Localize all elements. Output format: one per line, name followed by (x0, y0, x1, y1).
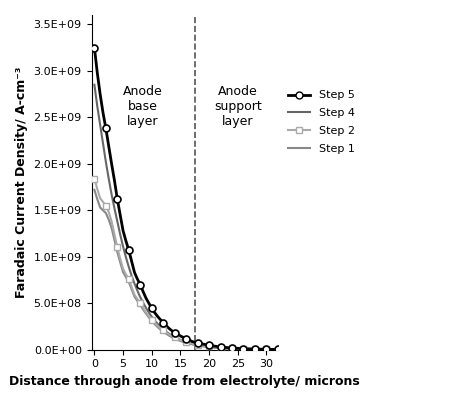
Legend: Step 5, Step 4, Step 2, Step 1: Step 5, Step 4, Step 2, Step 1 (284, 86, 359, 158)
Text: Anode
base
layer: Anode base layer (123, 85, 163, 128)
Text: Anode
support
layer: Anode support layer (214, 85, 262, 128)
X-axis label: Distance through anode from electrolyte/ microns: Distance through anode from electrolyte/… (9, 375, 360, 388)
Y-axis label: Faradaic Current Density/ A-cm⁻³: Faradaic Current Density/ A-cm⁻³ (15, 66, 28, 298)
